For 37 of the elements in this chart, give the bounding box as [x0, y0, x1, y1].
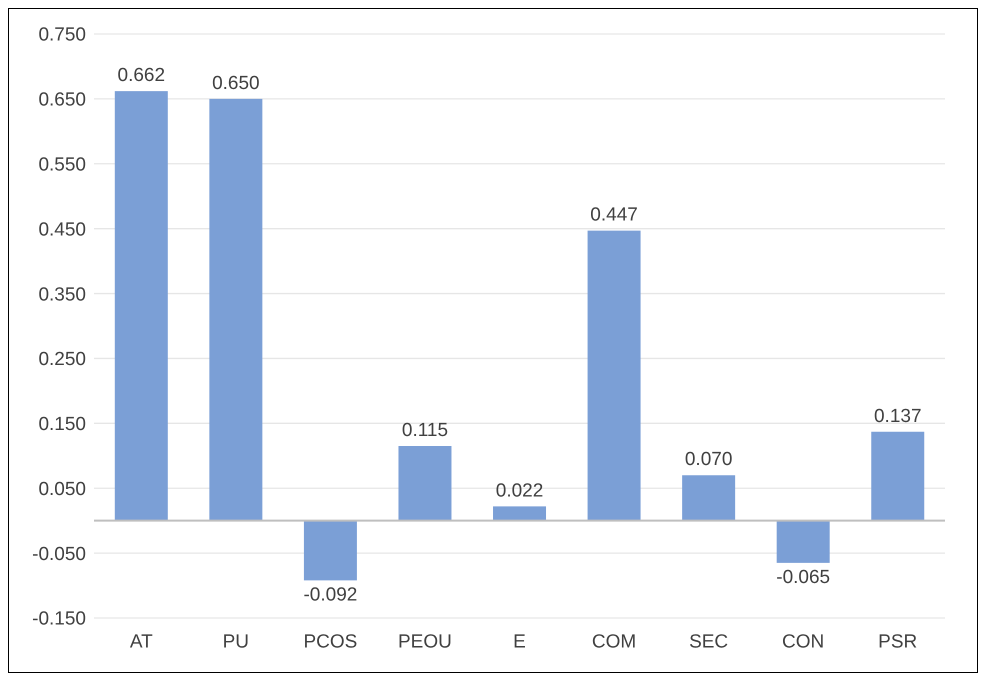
- y-tick-label: -0.050: [32, 544, 86, 565]
- bar: [304, 520, 357, 580]
- x-tick-label: AT: [130, 631, 154, 652]
- x-tick-label: PSR: [878, 631, 918, 652]
- y-tick-label: 0.150: [38, 414, 86, 436]
- bar: [493, 506, 546, 521]
- x-tick-label: PEOU: [398, 631, 452, 652]
- x-tick-label: PCOS: [303, 631, 358, 652]
- data-label: 0.070: [684, 449, 732, 470]
- data-label: 0.115: [402, 420, 448, 442]
- data-label: 0.650: [212, 72, 260, 94]
- y-tick-label: 0.050: [38, 478, 86, 500]
- x-tick-label: PU: [222, 631, 250, 652]
- y-tick-label: 0.250: [38, 349, 86, 370]
- y-tick-label: 0.550: [38, 154, 86, 176]
- y-tick-label: -0.150: [32, 608, 86, 630]
- x-tick-label: COM: [592, 631, 636, 652]
- data-label: -0.092: [303, 584, 358, 606]
- bar: [114, 91, 168, 521]
- data-label: 0.447: [590, 204, 638, 226]
- x-tick-label: E: [513, 631, 526, 652]
- y-tick-label: 0.450: [38, 219, 86, 240]
- data-label: 0.662: [118, 65, 166, 86]
- y-tick-label: 0.650: [38, 90, 86, 111]
- x-tick-label: SEC: [689, 631, 728, 652]
- bar: [776, 520, 830, 563]
- data-label: 0.022: [496, 480, 544, 502]
- bar: [588, 230, 641, 521]
- data-label: 0.137: [874, 406, 922, 427]
- y-tick-label: 0.750: [38, 24, 86, 46]
- y-tick-label: 0.350: [38, 284, 86, 306]
- data-label: -0.065: [776, 566, 830, 588]
- bar: [209, 98, 262, 521]
- bar: [398, 446, 452, 521]
- bar: [682, 475, 736, 521]
- x-tick-label: CON: [782, 631, 824, 652]
- bar: [871, 432, 924, 521]
